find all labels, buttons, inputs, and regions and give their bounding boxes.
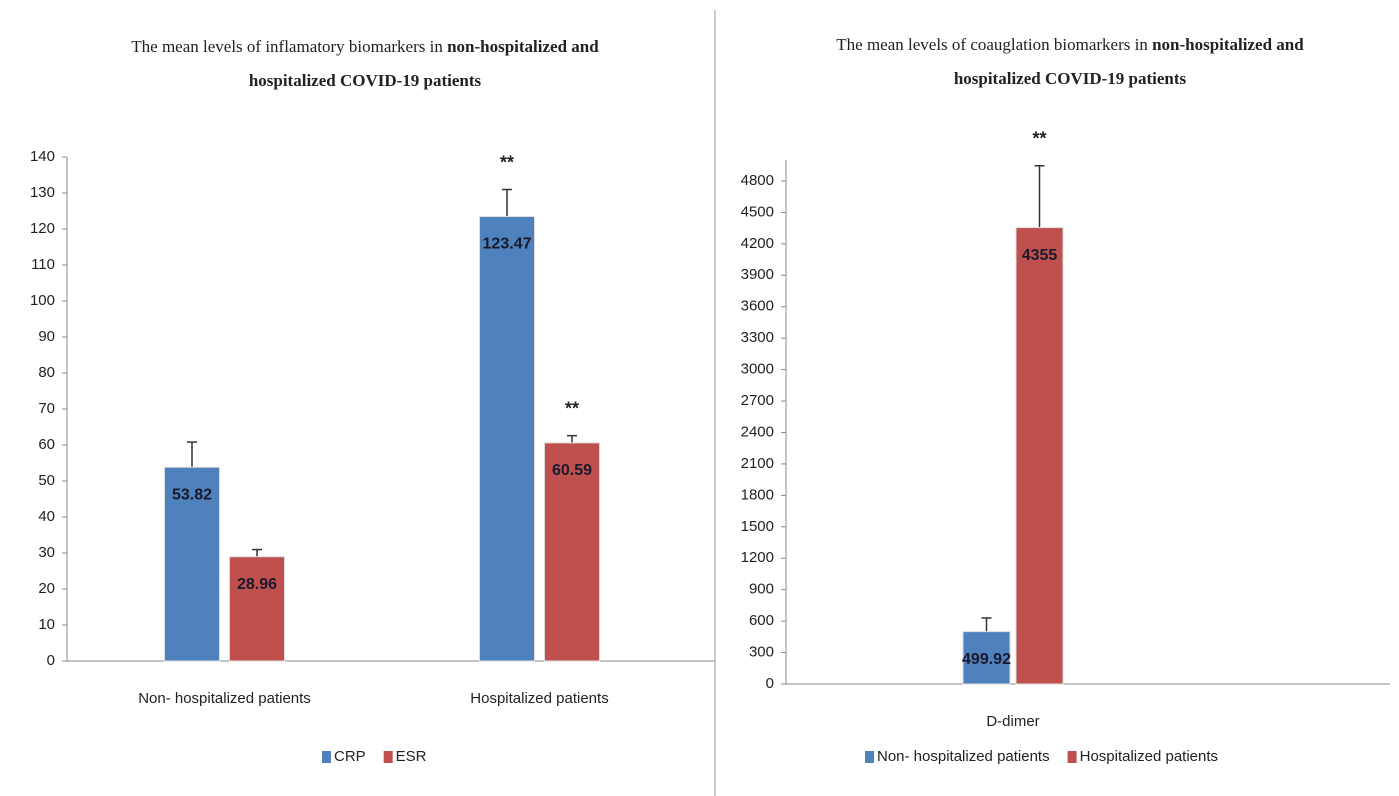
title-segment: The mean levels of inflamatory biomarker…: [131, 37, 447, 56]
value-label: 53.82: [172, 486, 212, 503]
y-tick-label: 2700: [741, 392, 774, 409]
chart-title: hospitalized COVID-19 patients: [954, 69, 1187, 88]
y-tick-label: 3600: [741, 298, 774, 315]
bar: [962, 631, 1011, 685]
title-segment: non-hospitalized and: [1152, 35, 1304, 54]
value-label: 60.59: [552, 462, 592, 479]
x-tick-label: D-dimer: [986, 713, 1039, 730]
y-tick-label: 80: [38, 364, 55, 381]
y-tick-label: 100: [30, 292, 55, 309]
legend-swatch: [865, 751, 874, 763]
chart-title: hospitalized COVID-19 patients: [249, 71, 482, 90]
y-tick-label: 30: [38, 544, 55, 561]
y-tick-label: 60: [38, 436, 55, 453]
y-tick-label: 90: [38, 328, 55, 345]
legend-swatch: [1067, 751, 1077, 763]
x-tick-label: Hospitalized patients: [470, 690, 608, 707]
y-tick-label: 50: [38, 472, 55, 489]
y-tick-label: 40: [38, 508, 55, 525]
y-tick-label: 2100: [741, 455, 774, 472]
y-tick-label: 20: [38, 580, 55, 597]
annotation: **: [565, 398, 579, 418]
y-tick-label: 1800: [741, 486, 774, 503]
x-tick-label: Non- hospitalized patients: [138, 690, 311, 707]
value-label: 4355: [1022, 247, 1058, 264]
y-tick-label: 1200: [741, 549, 774, 566]
title-segment: non-hospitalized and: [447, 37, 599, 56]
chart-title: The mean levels of coauglation biomarker…: [836, 35, 1304, 54]
y-tick-label: 130: [30, 184, 55, 201]
y-tick-label: 2400: [741, 423, 774, 440]
y-tick-label: 70: [38, 400, 55, 417]
y-tick-label: 1500: [741, 518, 774, 535]
y-tick-label: 10: [38, 616, 55, 633]
legend-label: Non- hospitalized patients: [877, 748, 1050, 765]
value-label: 28.96: [237, 576, 277, 593]
value-label: 499.92: [962, 651, 1011, 668]
y-tick-label: 3900: [741, 266, 774, 283]
title-segment: hospitalized COVID-19 patients: [249, 71, 482, 90]
bar: [479, 216, 535, 662]
chart-title: The mean levels of inflamatory biomarker…: [131, 37, 599, 56]
y-tick-label: 3000: [741, 361, 774, 378]
y-tick-label: 120: [30, 220, 55, 237]
y-tick-label: 4500: [741, 203, 774, 220]
value-label: 123.47: [483, 236, 532, 253]
legend-swatch: [322, 751, 331, 763]
y-tick-label: 3300: [741, 329, 774, 346]
annotation: **: [1032, 129, 1046, 149]
y-tick-label: 0: [47, 652, 55, 669]
y-tick-label: 300: [749, 644, 774, 661]
y-tick-label: 0: [766, 675, 774, 692]
y-tick-label: 900: [749, 581, 774, 598]
y-tick-label: 110: [31, 256, 55, 273]
annotation: **: [500, 152, 514, 172]
legend-label: ESR: [396, 748, 427, 765]
legend-label: Hospitalized patients: [1080, 748, 1218, 765]
bar: [544, 442, 600, 662]
bar: [1015, 227, 1064, 685]
legend-swatch: [383, 751, 393, 763]
title-segment: hospitalized COVID-19 patients: [954, 69, 1187, 88]
bar: [164, 466, 220, 662]
y-tick-label: 140: [30, 148, 55, 165]
legend-label: CRP: [334, 748, 366, 765]
y-tick-label: 4200: [741, 235, 774, 252]
title-segment: The mean levels of coauglation biomarker…: [836, 35, 1152, 54]
bar: [229, 556, 285, 662]
y-tick-label: 4800: [741, 172, 774, 189]
y-tick-label: 600: [749, 612, 774, 629]
